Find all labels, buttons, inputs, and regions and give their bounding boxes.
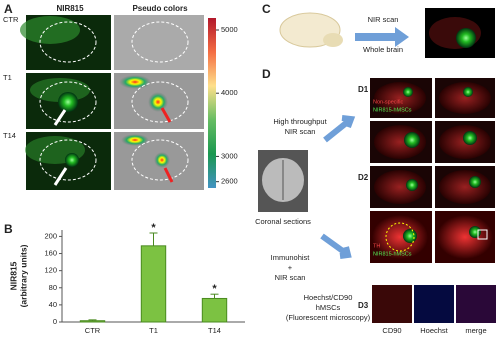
colorbar-tick-label: 2600	[221, 177, 238, 186]
row-label: CTR	[3, 15, 19, 24]
y-axis-label: (arbitrary units)	[18, 244, 28, 307]
y-tick-label: 80	[49, 283, 57, 292]
step-text: NIR scan	[285, 127, 316, 136]
y-tick-label: 0	[53, 317, 57, 326]
arrow-label: NIR scan	[368, 15, 399, 24]
coronal-image	[258, 150, 308, 212]
panel-label: A	[4, 2, 13, 16]
colorbar-tick-label: 3000	[221, 151, 238, 160]
y-tick-label: 160	[44, 249, 57, 258]
panel-label: C	[262, 2, 271, 16]
image-label: TH	[373, 243, 380, 249]
colorbar	[208, 18, 216, 188]
step-text: Hoechst/CD90	[304, 293, 353, 302]
arrow	[355, 27, 409, 47]
arrow	[320, 233, 352, 259]
image-caption: CD90	[382, 326, 401, 335]
caption: Coronal sections	[255, 217, 311, 226]
colorbar-tick-label: 4000	[221, 88, 238, 97]
brain-photo	[279, 12, 343, 48]
step-text: (Fluorescent microscopy)	[286, 313, 371, 322]
x-tick-label: T14	[208, 326, 221, 335]
column-header: NIR815	[56, 4, 84, 13]
panel-label: B	[4, 222, 13, 236]
x-tick-label: CTR	[85, 326, 101, 335]
nir-brain-image	[425, 8, 495, 58]
arrow	[323, 115, 356, 143]
step-text: +	[288, 263, 293, 272]
x-tick-label: T1	[149, 326, 158, 335]
step-text: NIR scan	[275, 273, 306, 282]
step-text: High throughput	[273, 117, 327, 126]
column-header: Pseudo colors	[132, 4, 188, 13]
pseudo-images	[114, 15, 204, 190]
bar	[79, 320, 106, 323]
image-label: Non-specific	[373, 99, 404, 105]
colorbar-tick-label: 5000	[221, 25, 238, 34]
row-label: T14	[3, 131, 16, 140]
row-label: T1	[3, 73, 12, 82]
y-tick-label: 200	[44, 231, 57, 240]
y-tick-label: 40	[49, 300, 57, 309]
arrow-label: Whole brain	[363, 45, 403, 54]
y-tick-label: 120	[44, 266, 57, 275]
sub-label: D2	[358, 173, 369, 182]
significance-mark: *	[151, 222, 156, 234]
sub-label: D3	[358, 301, 369, 310]
nir-images	[20, 15, 111, 190]
image-caption: Hoechst	[420, 326, 448, 335]
significance-mark: *	[212, 283, 217, 295]
section-images	[370, 78, 496, 323]
y-axis-label: NIR815	[8, 261, 18, 290]
bar	[201, 297, 228, 323]
image-label: NIR815-hMSCs	[373, 107, 412, 113]
bar	[140, 245, 167, 323]
sub-label: D1	[358, 85, 369, 94]
step-text: Immunohist	[271, 253, 311, 262]
image-caption: merge	[465, 326, 486, 335]
panel-label: D	[262, 67, 271, 81]
image-label: NIR815-hMSCs	[373, 251, 412, 257]
step-text: hMSCs	[316, 303, 341, 312]
